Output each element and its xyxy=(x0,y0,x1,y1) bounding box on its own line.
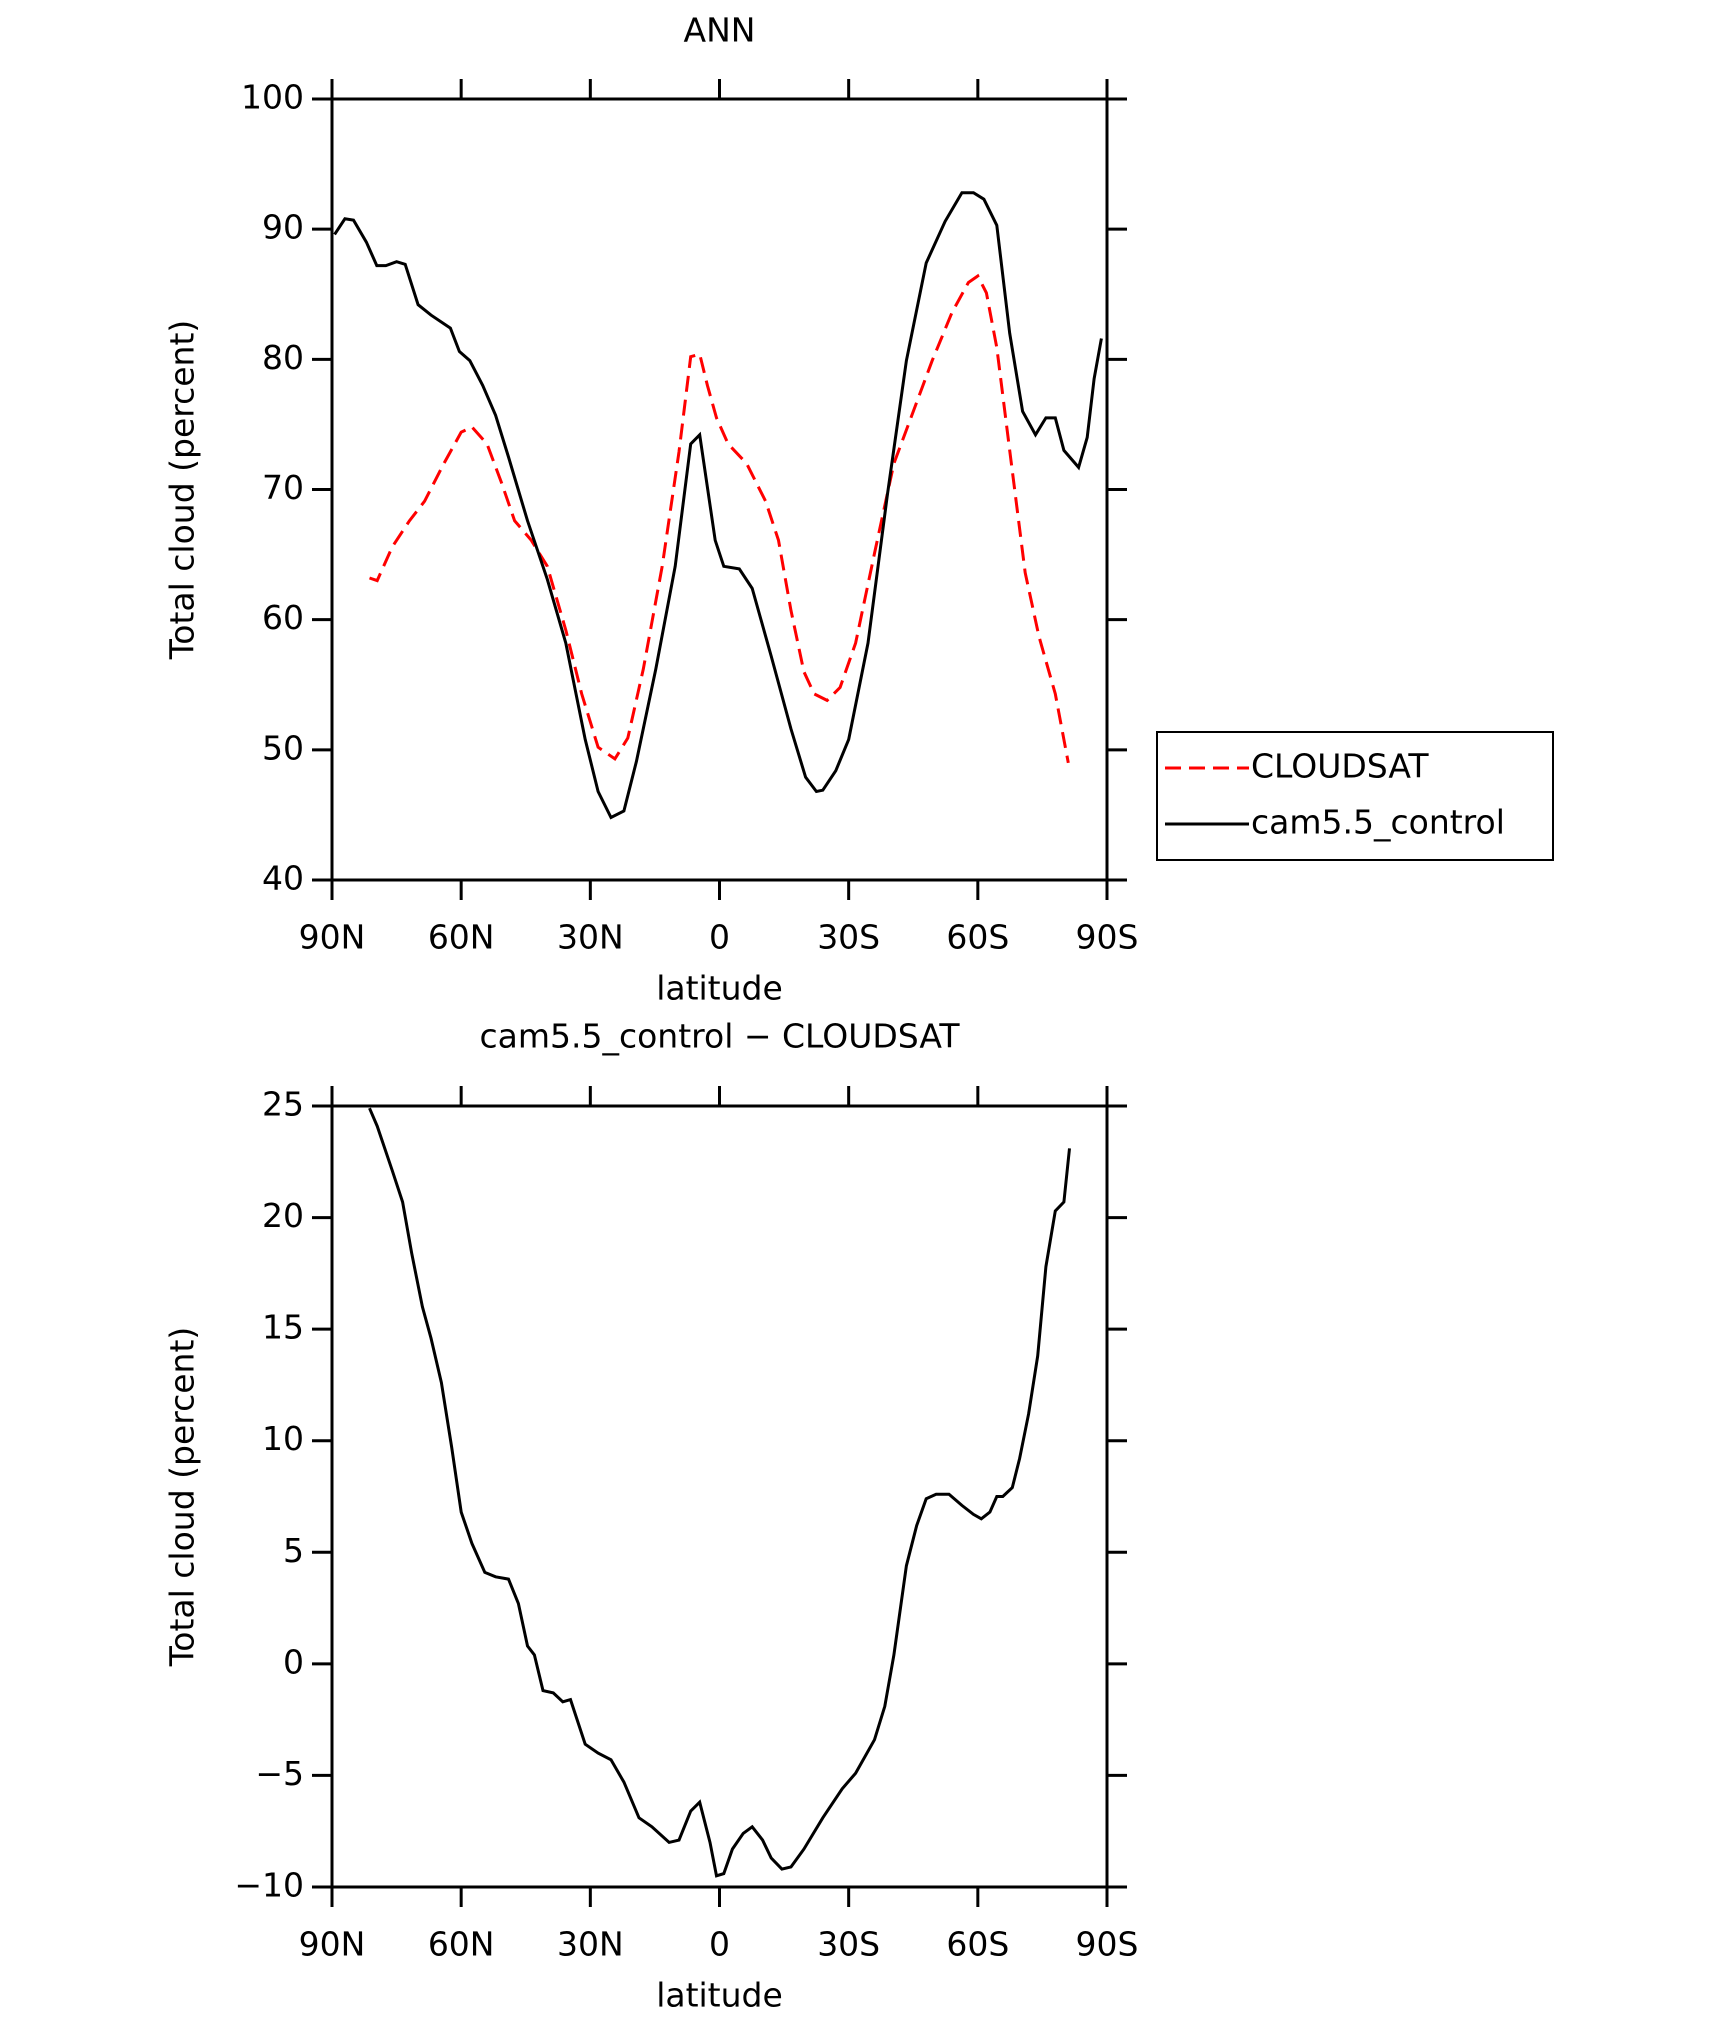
x-tick-label: 30S xyxy=(817,918,880,957)
y-axis-label: Total cloud (percent) xyxy=(163,1327,202,1668)
x-tick-label: 90N xyxy=(299,918,366,957)
y-tick-label: 15 xyxy=(262,1308,304,1347)
x-axis-label: latitude xyxy=(656,969,783,1008)
data-line xyxy=(369,273,1070,764)
y-tick-label: 90 xyxy=(262,208,304,247)
x-tick-label: 0 xyxy=(709,918,730,957)
chart-title: ANN xyxy=(684,11,756,50)
chart-title: cam5.5_control − CLOUDSAT xyxy=(479,1017,960,1056)
x-tick-label: 90S xyxy=(1076,1925,1139,1964)
x-tick-label: 60S xyxy=(946,918,1009,957)
data-line xyxy=(368,1107,1071,1878)
x-tick-label: 90S xyxy=(1076,918,1139,957)
y-tick-label: 60 xyxy=(262,598,304,637)
y-tick-label: 25 xyxy=(262,1085,304,1124)
legend-box xyxy=(1156,731,1554,861)
y-tick-label: −5 xyxy=(255,1754,304,1793)
y-tick-label: 20 xyxy=(262,1196,304,1235)
y-tick-label: 0 xyxy=(283,1642,304,1681)
x-tick-label: 60S xyxy=(946,1925,1009,1964)
y-axis-label: Total cloud (percent) xyxy=(163,320,202,661)
legend-label: CLOUDSAT xyxy=(1251,747,1429,786)
y-tick-label: 70 xyxy=(262,468,304,507)
data-line xyxy=(333,191,1103,820)
x-tick-label: 30N xyxy=(557,918,624,957)
x-axis-label: latitude xyxy=(656,1976,783,2015)
x-tick-label: 60N xyxy=(428,1925,495,1964)
y-tick-label: 100 xyxy=(241,78,304,117)
y-tick-label: −10 xyxy=(234,1866,304,1905)
x-tick-label: 60N xyxy=(428,918,495,957)
y-tick-label: 50 xyxy=(262,728,304,767)
x-tick-label: 0 xyxy=(709,1925,730,1964)
y-tick-label: 40 xyxy=(262,859,304,898)
y-tick-label: 5 xyxy=(283,1531,304,1570)
x-tick-label: 30S xyxy=(817,1925,880,1964)
x-tick-label: 90N xyxy=(299,1925,366,1964)
x-tick-label: 30N xyxy=(557,1925,624,1964)
legend-label: cam5.5_control xyxy=(1251,803,1505,842)
y-tick-label: 10 xyxy=(262,1419,304,1458)
plot-frame xyxy=(330,1104,1109,1889)
y-tick-label: 80 xyxy=(262,338,304,377)
